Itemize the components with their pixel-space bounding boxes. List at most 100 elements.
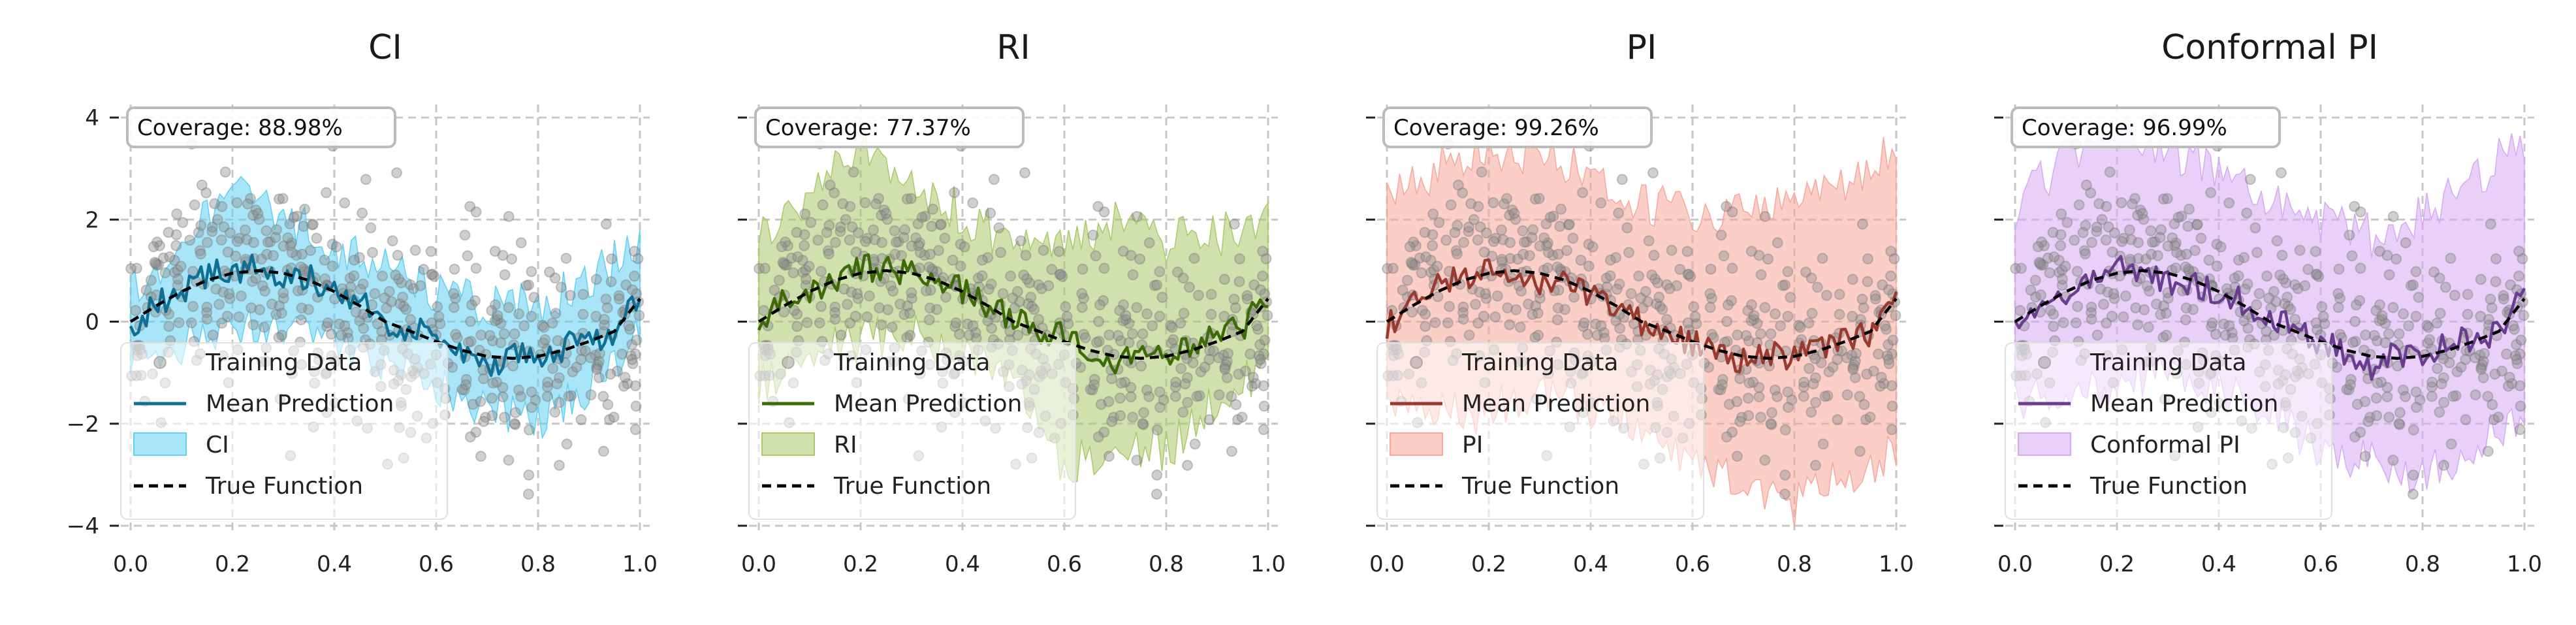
training-point xyxy=(462,336,474,348)
training-point xyxy=(1517,225,1529,236)
training-point xyxy=(253,214,265,225)
training-point xyxy=(2381,249,2393,261)
training-point xyxy=(754,263,765,274)
training-point xyxy=(2180,314,2191,326)
training-point xyxy=(2316,301,2328,313)
training-point xyxy=(889,225,900,236)
training-point xyxy=(427,268,438,280)
training-point xyxy=(2044,304,2056,316)
training-point xyxy=(550,308,562,319)
training-point xyxy=(2233,270,2244,281)
training-point xyxy=(2445,438,2457,450)
training-point xyxy=(982,251,994,263)
training-point xyxy=(2397,384,2409,396)
training-point xyxy=(2033,257,2045,268)
training-point xyxy=(2285,304,2297,315)
training-point xyxy=(1875,372,1887,383)
training-point xyxy=(1691,318,1702,330)
training-point xyxy=(2251,247,2263,259)
training-point xyxy=(1510,304,1522,315)
training-point xyxy=(2036,236,2048,248)
training-point xyxy=(1154,310,1166,322)
training-point xyxy=(2408,424,2419,436)
training-point xyxy=(209,198,221,210)
training-point xyxy=(2276,167,2287,179)
training-point xyxy=(224,293,236,304)
training-point xyxy=(1726,295,1738,306)
training-point xyxy=(1205,308,1217,320)
training-point xyxy=(247,319,259,330)
legend-frame xyxy=(748,342,1076,520)
legend-training-marker xyxy=(1410,356,1423,369)
legend-frame xyxy=(2005,342,2332,520)
training-point xyxy=(1085,383,1096,395)
training-point xyxy=(1747,376,1759,388)
coverage-box-frame xyxy=(2011,106,2281,148)
x-tick-label: 0.8 xyxy=(2405,551,2440,577)
training-point xyxy=(1823,366,1835,377)
training-point xyxy=(1745,315,1757,327)
chart-title: Conformal PI xyxy=(2161,28,2378,67)
training-point xyxy=(206,221,218,233)
training-point xyxy=(2280,277,2292,289)
training-point xyxy=(1886,380,1898,392)
training-point xyxy=(339,320,351,332)
training-point xyxy=(605,276,617,287)
training-point xyxy=(2151,298,2162,310)
training-point xyxy=(1127,269,1139,281)
training-point xyxy=(564,289,576,301)
training-point xyxy=(2171,247,2182,259)
training-point xyxy=(554,460,565,471)
training-point xyxy=(931,266,943,278)
training-point xyxy=(781,259,793,270)
training-point xyxy=(1046,264,1058,275)
training-point xyxy=(1258,380,1269,392)
training-point xyxy=(2483,313,2494,325)
training-point xyxy=(2428,266,2440,278)
training-point xyxy=(2310,246,2321,257)
training-point xyxy=(1504,253,1516,264)
training-point xyxy=(927,203,939,215)
training-point xyxy=(919,210,931,222)
training-point xyxy=(923,261,935,273)
training-point xyxy=(1779,489,1790,500)
legend-entry-label: True Function xyxy=(833,473,991,500)
training-point xyxy=(1440,234,1452,246)
training-point xyxy=(513,384,524,396)
training-point xyxy=(988,174,1000,185)
training-point xyxy=(2251,299,2263,311)
training-point xyxy=(303,304,315,315)
legend-entry-label: Training Data xyxy=(205,349,362,376)
training-point xyxy=(1018,269,1030,281)
training-point xyxy=(2263,292,2275,304)
x-tick-label: 0.8 xyxy=(1777,551,1812,577)
training-point xyxy=(2250,222,2261,234)
training-point xyxy=(852,227,864,239)
training-point xyxy=(2470,389,2481,401)
training-point xyxy=(812,234,824,246)
training-point xyxy=(2108,227,2120,239)
training-point xyxy=(1098,295,1109,306)
training-point xyxy=(173,317,185,329)
training-point xyxy=(2103,221,2114,232)
training-point xyxy=(1169,381,1181,393)
training-point xyxy=(426,269,437,280)
training-point xyxy=(1821,289,1832,301)
training-point xyxy=(544,266,555,278)
legend-entry-label: Mean Prediction xyxy=(2090,391,2278,417)
training-point xyxy=(475,396,486,408)
training-point xyxy=(955,261,966,272)
training-point xyxy=(970,332,982,344)
training-point xyxy=(1731,451,1743,462)
training-point xyxy=(2509,350,2521,362)
training-point xyxy=(2091,329,2103,341)
training-point xyxy=(1578,317,1590,329)
training-point xyxy=(1561,245,1572,256)
training-point xyxy=(901,193,913,205)
training-point xyxy=(1755,328,1766,340)
training-point xyxy=(350,306,362,318)
training-point xyxy=(1540,218,1552,230)
training-point xyxy=(2132,319,2144,330)
training-point xyxy=(1616,174,1628,185)
